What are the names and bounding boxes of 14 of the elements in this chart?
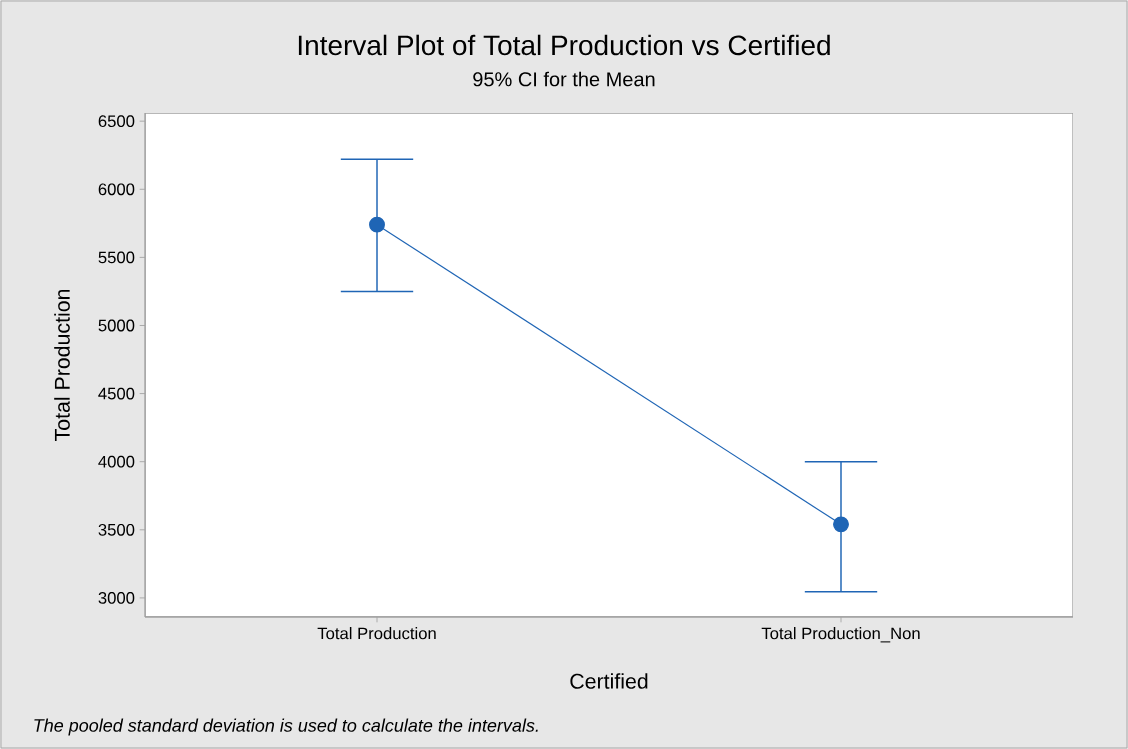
chart-title: Interval Plot of Total Production vs Certified [298,34,830,56]
y-tick-label: 3500 [98,523,135,536]
y-axis-title: Total Production [54,289,70,441]
text: The pooled standard deviation is used to calculate the intervals. [34,718,538,736]
x-tick-label: Total Production_Non [761,627,920,643]
y-tick-label: 5000 [98,319,135,332]
y-tick-label: 6500 [98,115,135,128]
y-tick-label: 4500 [98,387,135,400]
x-axis-title: Certified [570,673,648,689]
chart-subtitle: 95% CI for the Mean [473,71,655,87]
y-tick-label: 5500 [98,251,135,264]
y-tick-label: 4000 [98,455,135,468]
y-tick-label: 6000 [98,183,135,196]
y-tick-label: 3000 [98,592,135,604]
